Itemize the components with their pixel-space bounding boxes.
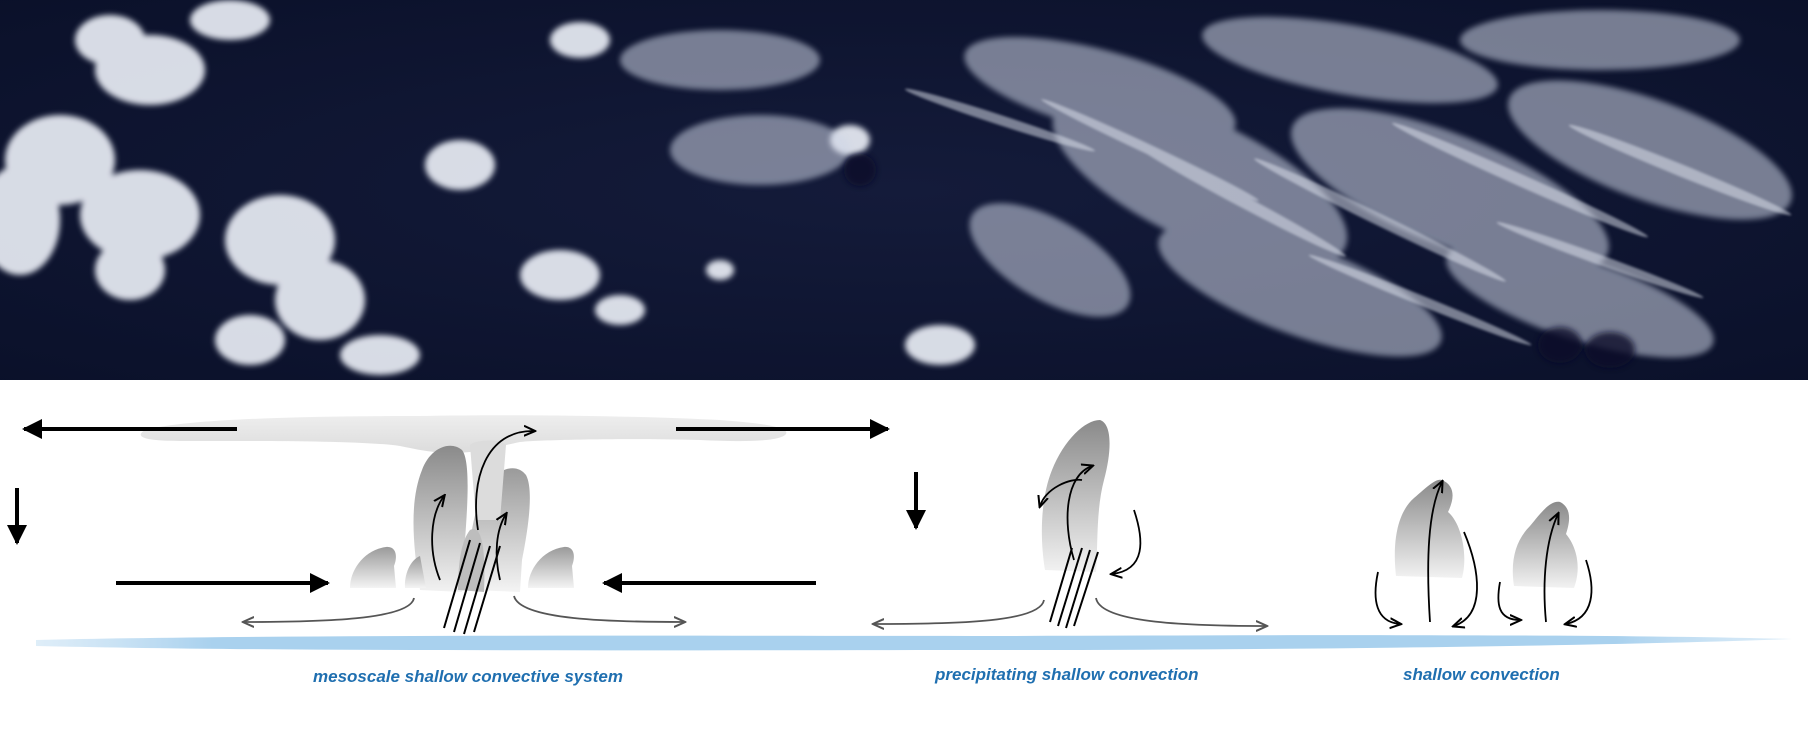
updraft-arrow: [1040, 478, 1083, 506]
ocean-surface: [36, 635, 1792, 651]
rain-streaks: [443, 539, 501, 635]
cold-pool-outflow-right: [1095, 597, 1266, 626]
rain-streaks: [1049, 547, 1099, 629]
caption-mesoscale: mesoscale shallow convective system: [313, 667, 623, 686]
downdraft-arrow: [1112, 509, 1142, 574]
updraft-arrow: [1427, 482, 1442, 623]
downdraft-arrow: [1454, 531, 1478, 626]
caption-shallow: shallow convection: [1403, 665, 1560, 684]
downdraft-arrow: [1566, 559, 1593, 624]
cloud-tower: [458, 529, 485, 592]
downdraft-arrow: [1374, 571, 1400, 624]
anvil-stem: [470, 440, 506, 520]
updraft-arrow: [495, 514, 506, 581]
updraft-arrow: [431, 496, 444, 581]
updraft-arrow: [475, 431, 534, 531]
updraft-arrow: [1066, 466, 1092, 561]
satellite-image: [0, 0, 1808, 380]
shallow-convection-illustration: [1374, 480, 1593, 626]
cold-pool-outflow-left: [244, 597, 415, 622]
caption-precipitating: precipitating shallow convection: [934, 665, 1199, 684]
small-cloud-cell: [528, 546, 574, 588]
cumulus-cloud: [1512, 501, 1578, 588]
small-cloud-cell: [350, 546, 396, 588]
cloud-tower: [1041, 420, 1110, 572]
precipitating-convection-illustration: [874, 420, 1266, 628]
mesoscale-system-illustration: [7, 415, 890, 635]
cloud-tower: [413, 445, 468, 592]
downdraft-arrow: [1497, 581, 1520, 620]
cold-pool-outflow-left: [874, 599, 1045, 624]
updraft-arrow: [1543, 514, 1559, 623]
small-cloud-cell: [404, 556, 426, 588]
cold-pool-outflow-right: [513, 595, 684, 622]
anvil-cloud: [140, 415, 787, 453]
